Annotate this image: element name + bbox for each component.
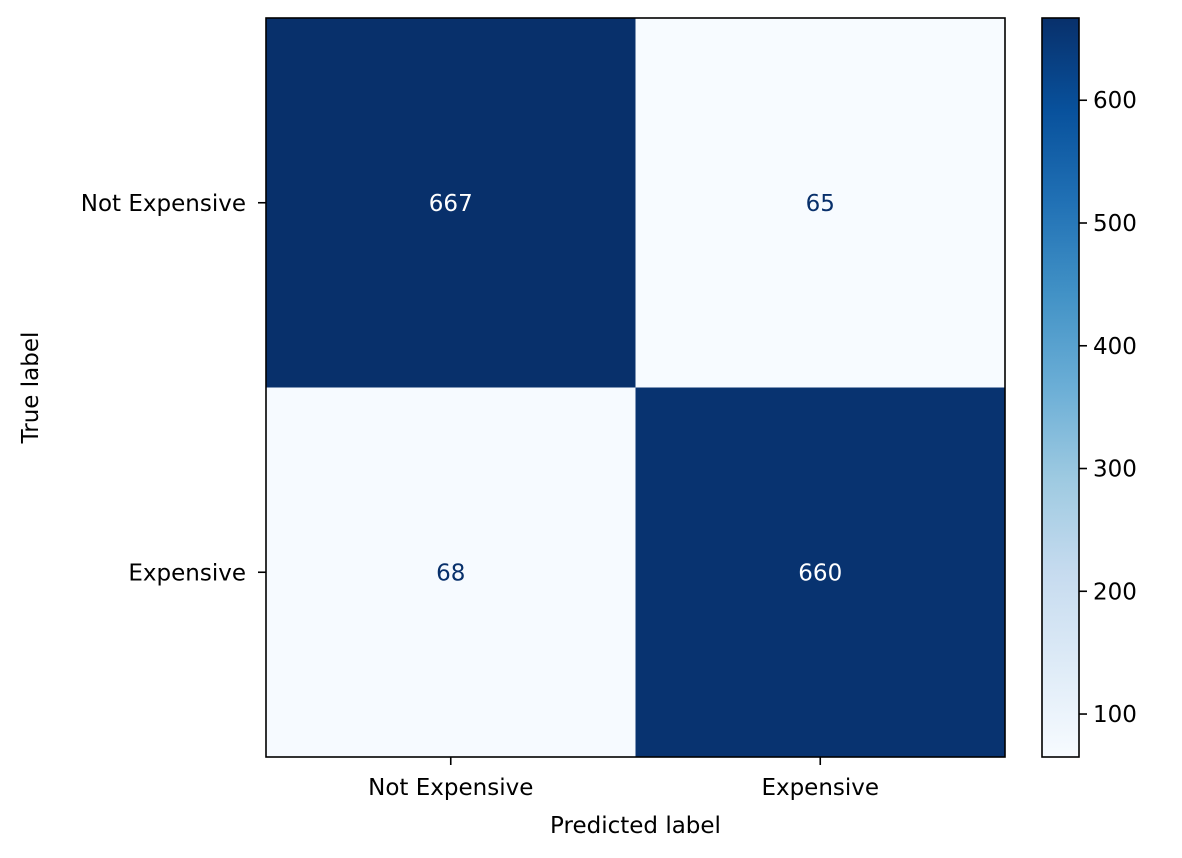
heatmap-cell [266, 18, 636, 388]
heatmap-cell [635, 387, 1006, 758]
x-axis-label: Predicted label [550, 813, 721, 839]
cell-value-label: 667 [429, 191, 473, 217]
y-axis-ticks: Not Expensive Expensive [81, 191, 266, 586]
heatmap-cells: 667 65 68 660 [266, 18, 1006, 758]
heatmap-cell [635, 18, 1006, 388]
colorbar-ticks: 100 200 300 400 500 600 [1079, 88, 1137, 728]
cell-value-label: 660 [798, 560, 842, 586]
plot-frame [265, 17, 1006, 758]
cell-value-label: 65 [806, 191, 835, 217]
colorbar [1042, 18, 1079, 757]
heatmap-cell [266, 387, 636, 758]
colorbar-tick-label: 200 [1093, 579, 1137, 605]
colorbar-frame [1041, 17, 1080, 758]
y-tick-label: Expensive [128, 560, 246, 586]
colorbar-tick-label: 600 [1093, 88, 1137, 114]
x-axis-ticks: Not Expensive Expensive [368, 757, 879, 801]
cell-value-label: 68 [436, 560, 465, 586]
y-tick-label: Not Expensive [81, 191, 246, 217]
y-axis-label: True label [18, 332, 44, 445]
colorbar-tick-label: 500 [1093, 211, 1137, 237]
colorbar-tick-label: 400 [1093, 334, 1137, 360]
colorbar-tick-label: 100 [1093, 702, 1137, 728]
x-tick-label: Expensive [761, 775, 879, 801]
x-tick-label: Not Expensive [368, 775, 533, 801]
colorbar-tick-label: 300 [1093, 457, 1137, 483]
